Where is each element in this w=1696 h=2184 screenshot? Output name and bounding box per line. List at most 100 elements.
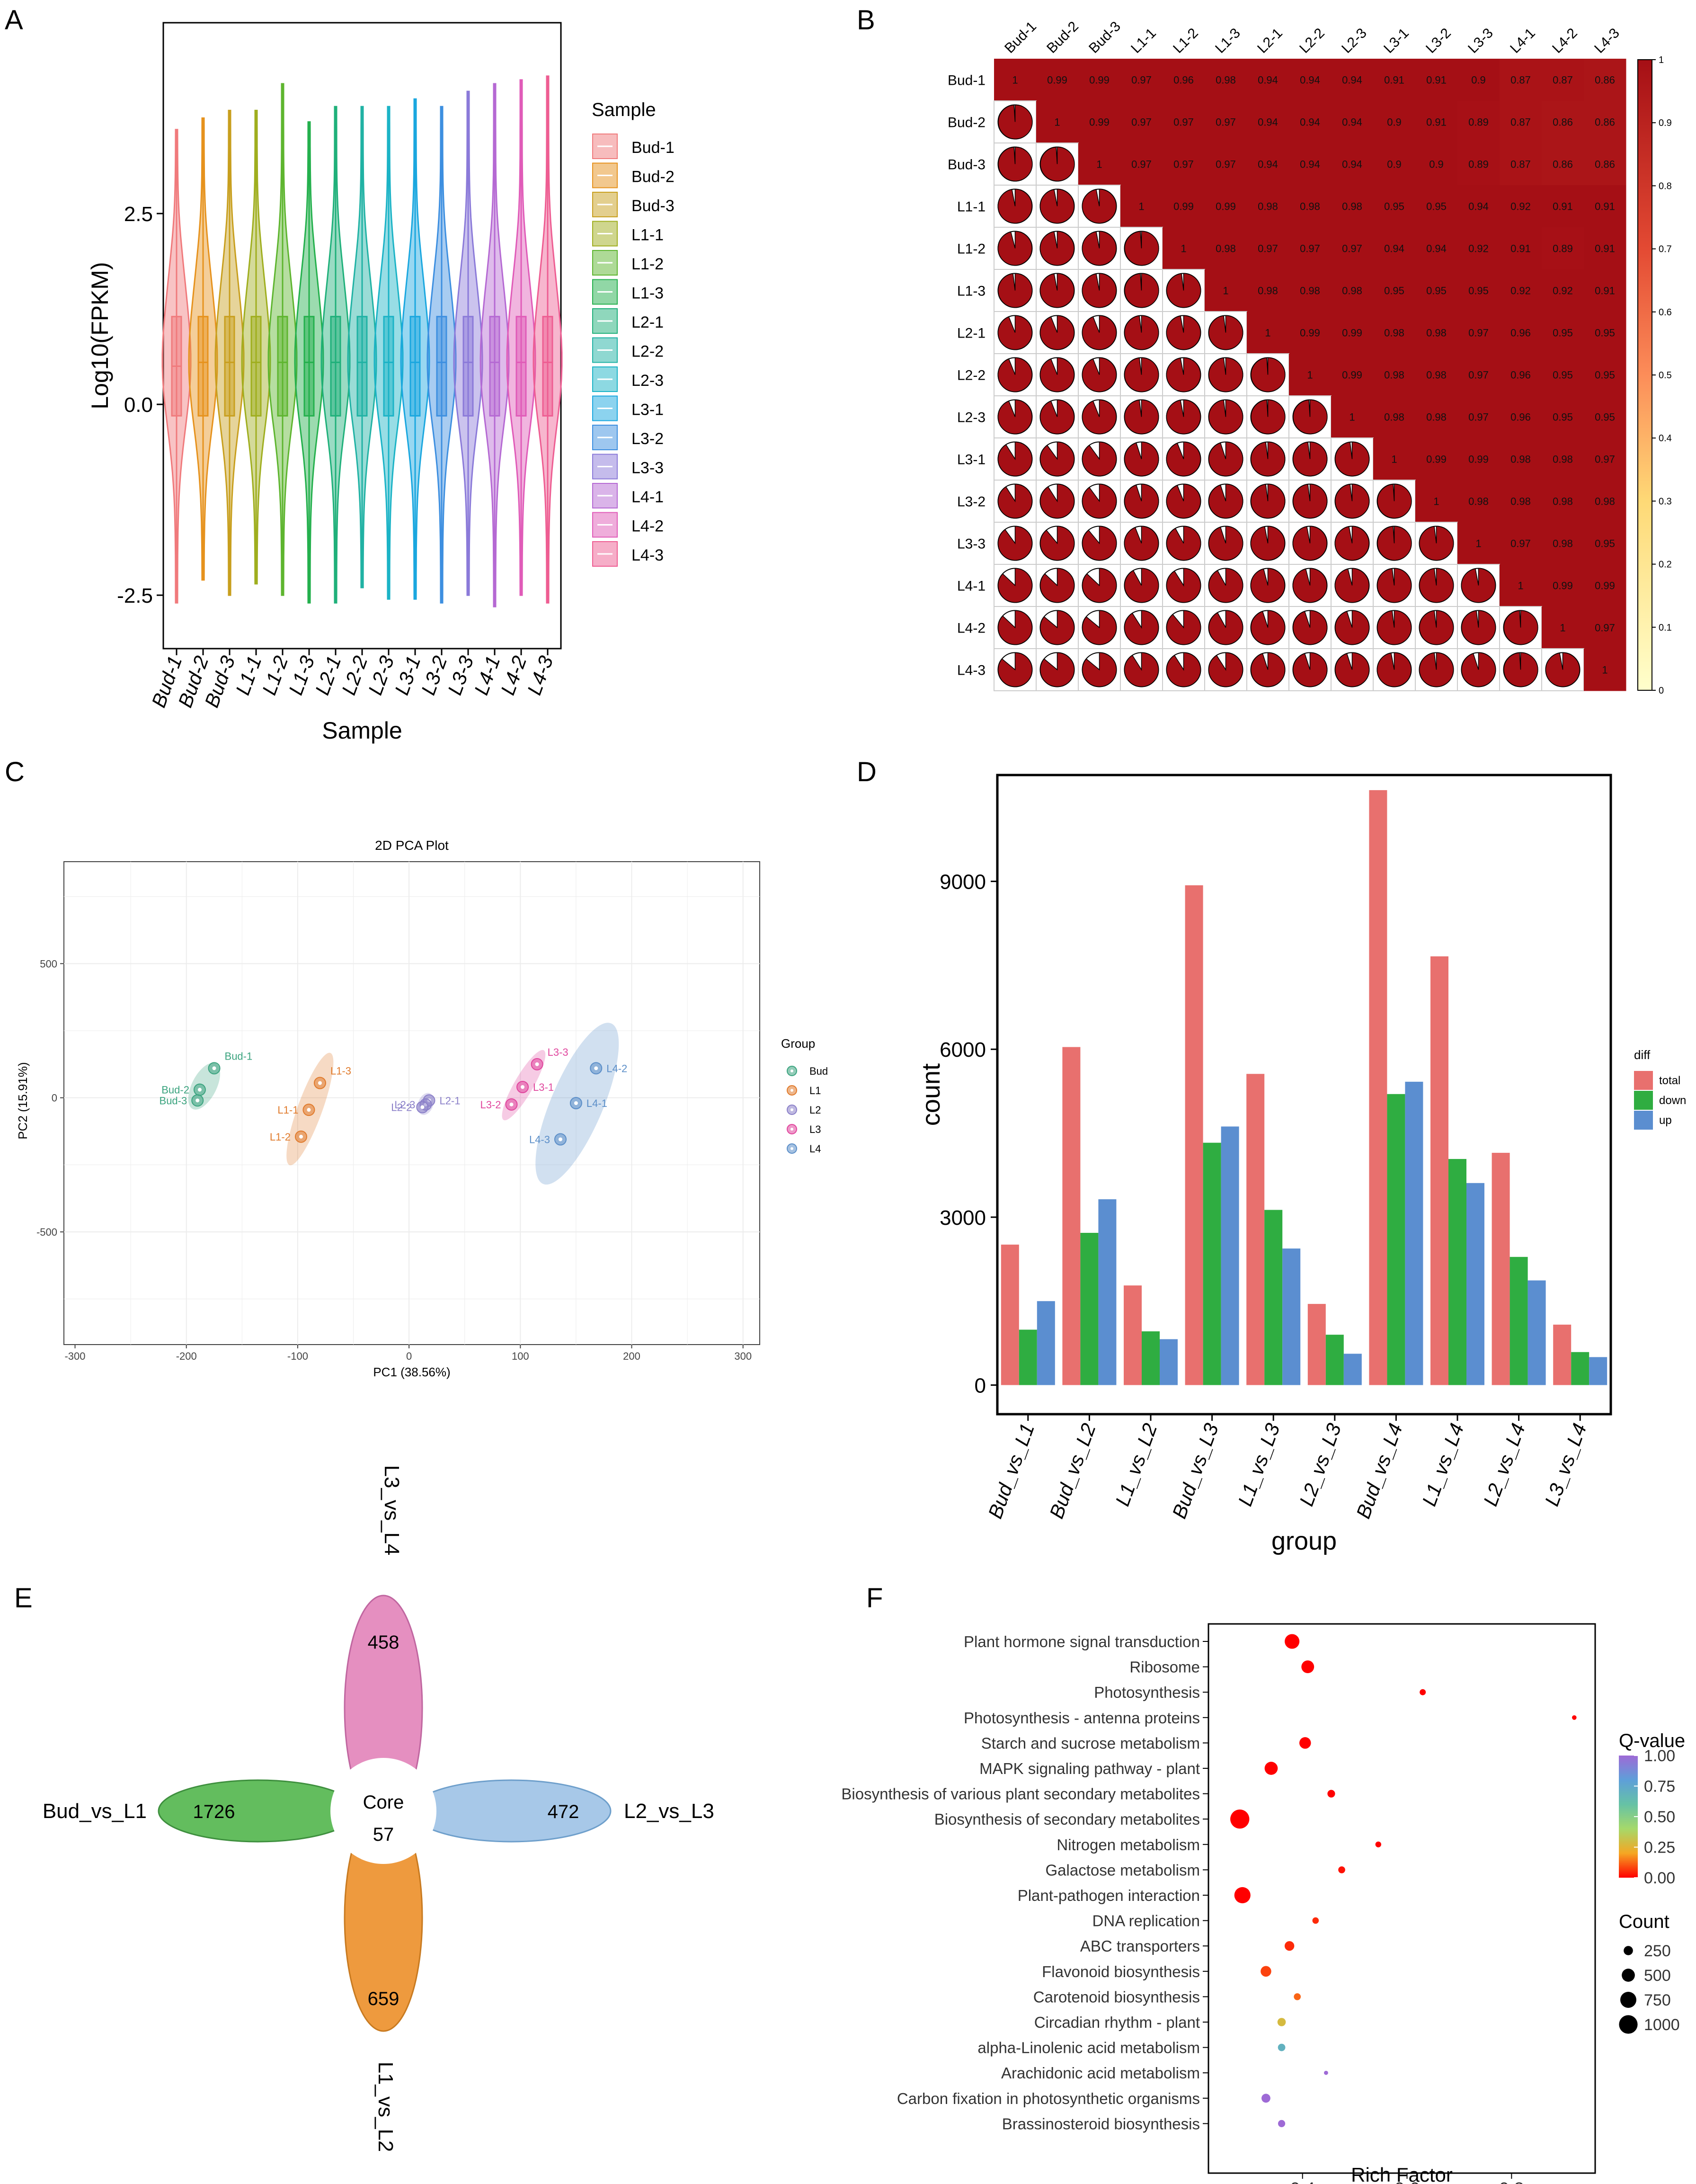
pca-point-center (535, 1062, 539, 1066)
legend-label-down: down (1659, 1094, 1686, 1107)
legend-label-L2-2: L2-2 (631, 343, 664, 361)
heat-cell (1289, 185, 1332, 228)
point-label-L4-3: L4-3 (529, 1134, 550, 1146)
pie-slice (1039, 273, 1075, 308)
pie-slice (1377, 483, 1412, 519)
venn-core (330, 1758, 436, 1864)
panel-b-correlation-heatmap: Bud-1Bud-1Bud-2Bud-2Bud-3Bud-3L1-1L1-1L1… (948, 18, 1672, 696)
col-label-L4-3: L4-3 (1591, 25, 1623, 56)
heat-cell (1584, 522, 1626, 565)
term-bubble (1420, 1689, 1426, 1695)
bar-down-L1_vs_L3 (1264, 1210, 1283, 1385)
y-tick-label: -500 (36, 1226, 57, 1238)
count-legend-title: Count (1619, 1911, 1669, 1932)
legend-label-L3-1: L3-1 (631, 401, 664, 419)
panel-c-pca-plot: 2D PCA Plot -300 -200 -100 0 100 200 300 -500 0 50… (16, 838, 828, 1379)
point-label-L3-3: L3-3 (548, 1046, 568, 1058)
cell-value: 1 (1054, 116, 1060, 128)
cell-value: 0.95 (1553, 411, 1573, 423)
cell-value: 0.97 (1258, 243, 1278, 255)
heat-cell (1500, 101, 1542, 143)
heat-cell (1415, 101, 1458, 143)
x-tick-label-L2_vs_L3: L2_vs_L3 (1295, 1420, 1345, 1509)
pie-slice (1166, 441, 1201, 477)
legend-label-L1-2: L1-2 (631, 255, 664, 273)
heat-cell (1373, 59, 1416, 101)
point-label-L1-1: L1-1 (277, 1104, 298, 1116)
box-L3-3 (462, 316, 474, 417)
cell-value: 0.96 (1510, 327, 1531, 339)
cell-value: 1 (1475, 538, 1481, 550)
row-label-L2-2: L2-2 (957, 368, 986, 383)
row-label-L4-1: L4-1 (957, 579, 986, 594)
x-tick-label: -200 (176, 1350, 197, 1362)
x-tick-label-L1_vs_L4: L1_vs_L4 (1418, 1420, 1468, 1509)
count-legend-marker (1619, 2015, 1638, 2034)
cell-value: 0.91 (1595, 285, 1615, 297)
pie-slice (1082, 483, 1117, 519)
point-label-L1-3: L1-3 (330, 1065, 351, 1077)
pie-slice (1208, 526, 1243, 561)
cell-value: 0.97 (1173, 116, 1194, 128)
box-L2-2 (356, 316, 368, 417)
col-label-L2-1: L2-1 (1254, 25, 1286, 56)
pie-slice (997, 441, 1033, 477)
pie-slice (1166, 568, 1201, 603)
heat-cell (1584, 564, 1626, 607)
legend-swatch-up (1634, 1111, 1653, 1130)
pie-slice (1293, 399, 1328, 435)
cell-value: 0.94 (1300, 116, 1320, 128)
term-label: alpha-Linolenic acid metabolism (977, 2039, 1200, 2057)
legend-label-Bud-3: Bud-3 (631, 197, 675, 215)
row-label-L3-1: L3-1 (957, 452, 986, 468)
heat-cell (1373, 101, 1416, 143)
row-label-L1-2: L1-2 (957, 241, 986, 257)
box-Bud-2 (197, 316, 209, 417)
term-label: Arachidonic acid metabolism (1001, 2064, 1200, 2082)
legend-label-L2-1: L2-1 (631, 313, 664, 331)
colorbar-tick-label: 0.2 (1659, 560, 1672, 570)
heat-cell (1289, 227, 1332, 270)
pie-slice (1039, 652, 1075, 687)
cell-value: 0.86 (1553, 159, 1573, 170)
term-label: Carotenoid biosynthesis (1033, 1988, 1200, 2006)
y-axis-title: Log10(FPKM) (87, 262, 113, 409)
colorbar-tick-label: 0.6 (1659, 307, 1672, 318)
heat-cell (1036, 59, 1079, 101)
heat-cell (1584, 396, 1626, 438)
cell-value: 0.98 (1300, 201, 1320, 213)
cell-value: 0.87 (1510, 74, 1531, 86)
bar-down-Bud_vs_L2 (1080, 1232, 1099, 1385)
heat-cell (1373, 438, 1416, 481)
cell-value: 0.91 (1595, 243, 1615, 255)
heat-cell (1542, 396, 1584, 438)
cell-value: 1 (1602, 664, 1607, 676)
pie-slice (1334, 652, 1370, 687)
box-L4-1 (489, 316, 500, 417)
pie-slice (1039, 315, 1075, 350)
col-label-L3-3: L3-3 (1465, 25, 1496, 56)
pie-slice (1166, 652, 1201, 687)
pie-slice (1039, 610, 1075, 645)
x-tick-label: -300 (64, 1350, 85, 1362)
cell-value: 0.98 (1384, 411, 1404, 423)
qvalue-tick-label: 0.00 (1644, 1869, 1675, 1887)
heat-cell (1500, 312, 1542, 354)
pca-point-center (509, 1102, 514, 1106)
pie-slice (1039, 188, 1075, 224)
cell-value: 1 (1181, 243, 1186, 255)
pie-slice (1124, 231, 1159, 266)
legend-label-L3-3: L3-3 (631, 459, 664, 477)
pie-slice (1503, 652, 1538, 687)
cell-value: 0.97 (1342, 243, 1362, 255)
heat-cell (1584, 101, 1626, 143)
qvalue-tick-label: 0.50 (1644, 1808, 1675, 1826)
heat-cell (1163, 185, 1205, 228)
legend-label-L4: L4 (809, 1143, 821, 1155)
colorbar-tick-label: 0 (1659, 686, 1664, 696)
cell-value: 0.96 (1510, 411, 1531, 423)
qvalue-tick-label: 0.25 (1644, 1839, 1675, 1857)
pie-slice (997, 652, 1033, 687)
heat-cell (1331, 396, 1374, 438)
venn-set-L2_vs_L3 (411, 1779, 612, 1843)
